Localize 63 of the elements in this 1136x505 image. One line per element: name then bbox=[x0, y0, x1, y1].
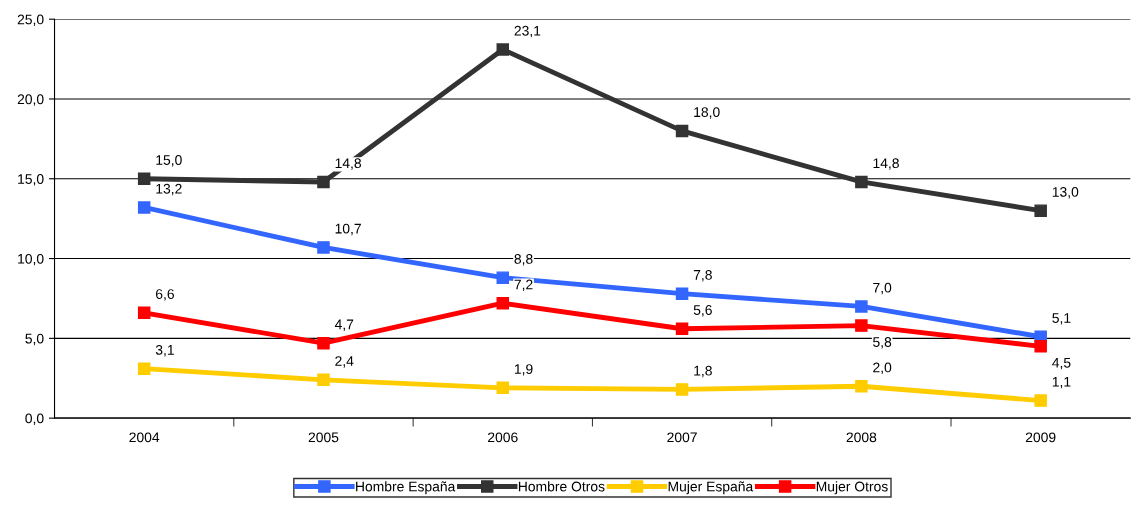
x-tick-label: 2004 bbox=[129, 432, 160, 443]
legend-label: Mujer España bbox=[668, 481, 754, 495]
data-label: 15,0 bbox=[156, 155, 182, 167]
y-tick-label: 10,0 bbox=[18, 253, 44, 266]
data-label: 14,8 bbox=[335, 158, 362, 170]
data-label: 4,7 bbox=[334, 319, 354, 331]
data-label: 4,5 bbox=[1052, 357, 1071, 370]
point bbox=[855, 300, 868, 313]
point bbox=[496, 271, 510, 284]
data-label: 14,8 bbox=[873, 158, 899, 170]
data-label: 5,8 bbox=[873, 337, 892, 349]
y-tick-label: 20,0 bbox=[17, 94, 44, 106]
point bbox=[137, 201, 151, 214]
x-tick-label: 2009 bbox=[1025, 432, 1056, 443]
point bbox=[496, 296, 510, 310]
point bbox=[855, 379, 868, 393]
point bbox=[855, 175, 868, 189]
data-label: 3,1 bbox=[155, 344, 174, 357]
data-label: 10,7 bbox=[335, 223, 361, 236]
data-label: 5,1 bbox=[1052, 313, 1071, 325]
point bbox=[496, 381, 510, 395]
data-label: 2,4 bbox=[335, 356, 354, 368]
point bbox=[1034, 204, 1047, 217]
data-label: 5,6 bbox=[693, 305, 712, 317]
point bbox=[675, 124, 689, 138]
point bbox=[1034, 394, 1047, 407]
x-tick-label: 2007 bbox=[667, 432, 697, 443]
data-label: 23,1 bbox=[514, 25, 541, 38]
point bbox=[675, 383, 689, 396]
data-label: 2,0 bbox=[873, 362, 892, 375]
point bbox=[675, 287, 689, 300]
data-label: 13,0 bbox=[1052, 186, 1079, 199]
point bbox=[317, 175, 330, 189]
point bbox=[317, 336, 330, 350]
y-tick-label: 0,0 bbox=[25, 413, 44, 425]
x-tick-label: 2006 bbox=[488, 432, 518, 443]
point bbox=[137, 362, 151, 375]
point bbox=[1034, 340, 1047, 353]
y-tick-label: 15,0 bbox=[18, 174, 44, 186]
data-label: 6,6 bbox=[155, 289, 174, 301]
point bbox=[137, 172, 151, 186]
legend-label: Mujer Otros bbox=[816, 481, 888, 495]
y-tick-label: 5,0 bbox=[25, 333, 44, 346]
data-label: 13,2 bbox=[156, 183, 182, 196]
legend-label: Hombre Otros bbox=[518, 481, 605, 492]
point bbox=[855, 319, 868, 332]
legend-label: Hombre España bbox=[356, 481, 456, 495]
data-label: 7,8 bbox=[693, 269, 712, 282]
data-label: 1,1 bbox=[1052, 377, 1071, 389]
point bbox=[137, 306, 151, 320]
x-tick-label: 2005 bbox=[308, 432, 339, 443]
point bbox=[496, 43, 510, 56]
data-label: 7,2 bbox=[514, 279, 533, 292]
data-label: 8,8 bbox=[514, 254, 533, 266]
data-label: 18,0 bbox=[694, 107, 720, 119]
point bbox=[317, 241, 330, 254]
data-label: 1,8 bbox=[694, 365, 712, 378]
x-tick-label: 2008 bbox=[846, 432, 877, 443]
data-label: 7,0 bbox=[873, 282, 892, 295]
y-tick-label: 25,0 bbox=[17, 14, 44, 26]
data-label: 1,9 bbox=[514, 364, 533, 376]
point bbox=[317, 373, 330, 387]
point bbox=[675, 322, 689, 336]
